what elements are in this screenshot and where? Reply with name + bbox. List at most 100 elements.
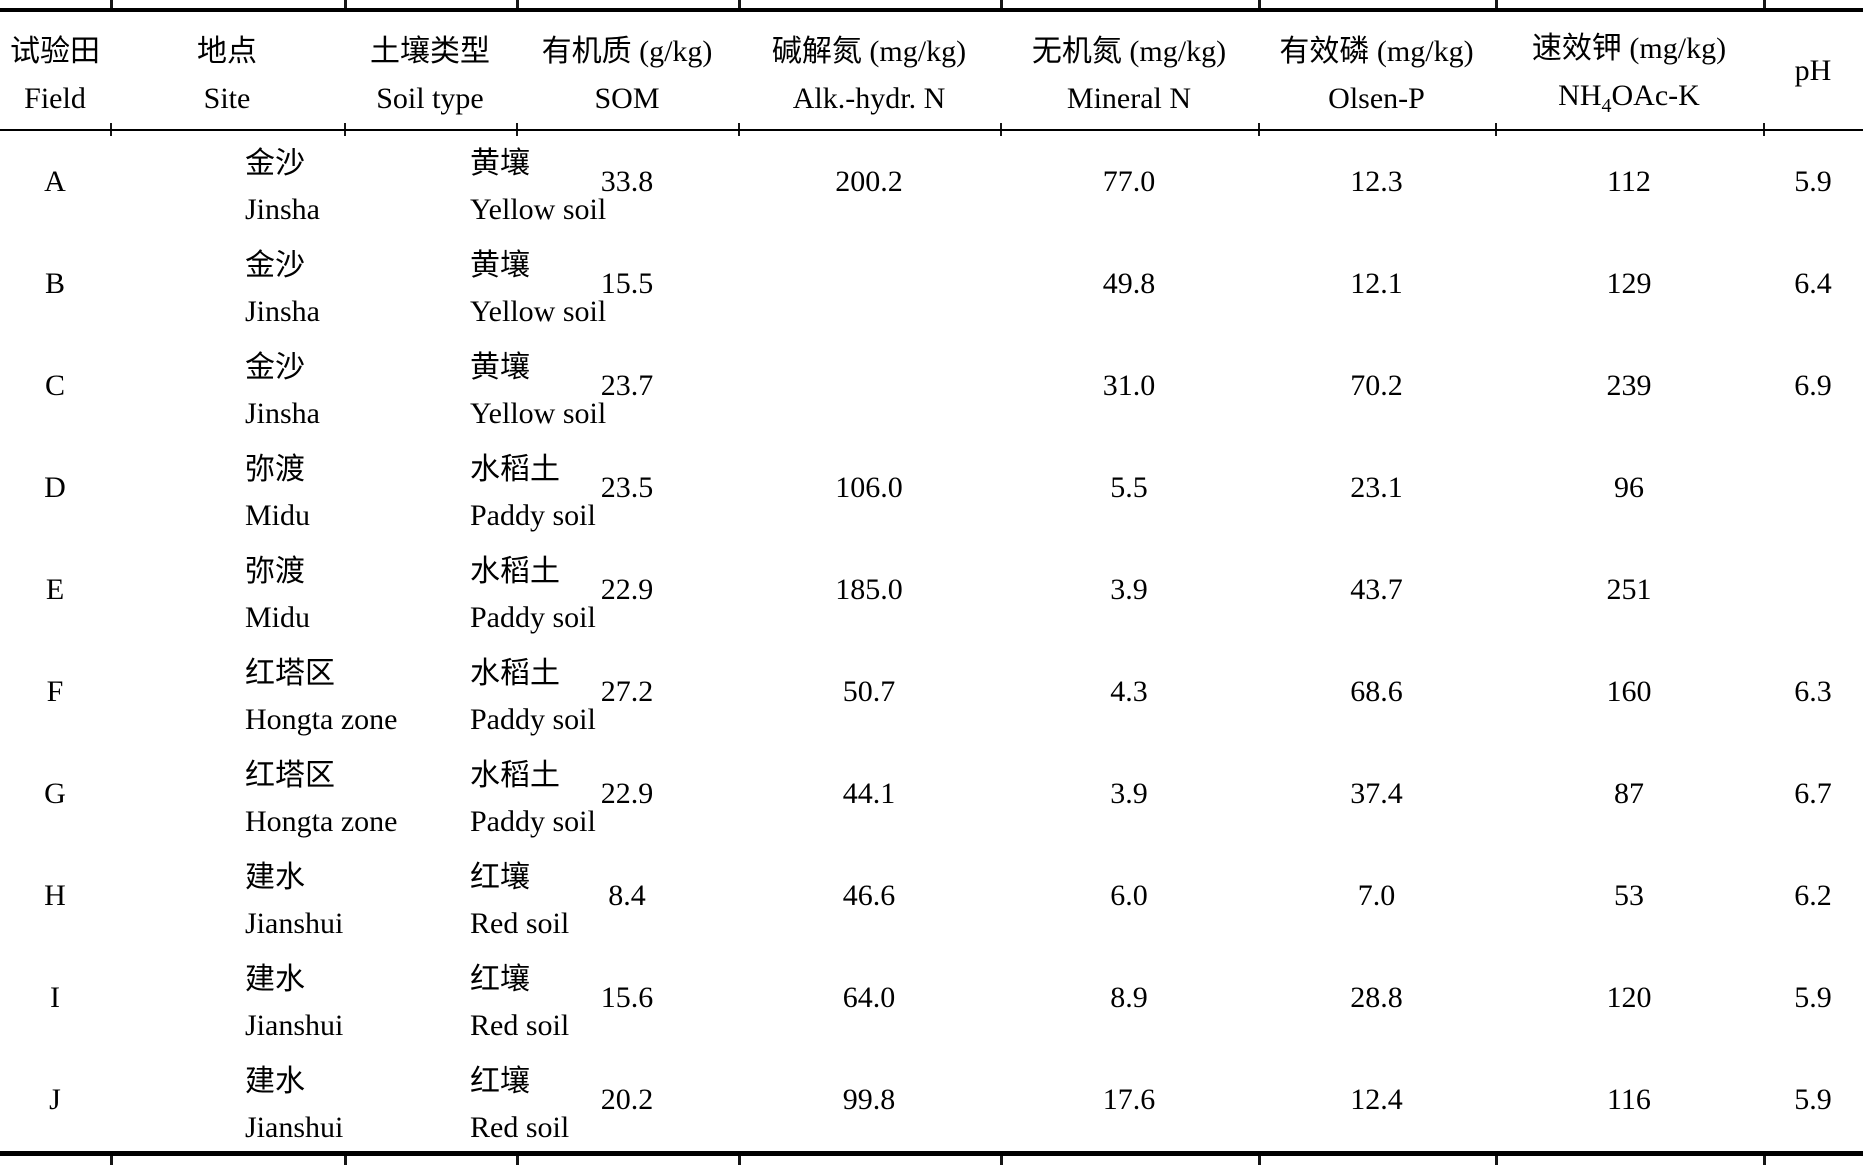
cell-field: G [44, 777, 66, 810]
header-k-en-subscript: 4 [1601, 95, 1612, 117]
table-row: I 建水 Jianshui 红壤 Red soil 15.6 64.0 8.9 … [0, 947, 1863, 1049]
column-boundary-tick [1000, 0, 1003, 9]
column-header-field: 试验田 Field [0, 10, 110, 131]
soil-zh: 黄壤 [470, 248, 530, 282]
cell-alk-n: 185.0 [835, 573, 903, 606]
cell-site: 金沙 Jinsha [110, 335, 344, 437]
table-row: G 红塔区 Hongta zone 水稻土 Paddy soil 22.9 44… [0, 743, 1863, 845]
site-en: Jinsha [245, 396, 320, 430]
cell-k: 96 [1614, 471, 1644, 504]
cell-som: 33.8 [600, 165, 654, 198]
cell-ph: 5.9 [1794, 981, 1832, 1014]
cell-field: B [44, 267, 65, 300]
soil-en: Paddy soil [470, 804, 596, 838]
cell-ph [1763, 437, 1863, 539]
header-soil-zh: 土壤类型 [370, 34, 490, 68]
table-row: H 建水 Jianshui 红壤 Red soil 8.4 46.6 6.0 7… [0, 845, 1863, 947]
header-mineral-n-zh: 无机氮 (mg/kg) [1031, 34, 1227, 68]
cell-site: 建水 Jianshui [110, 845, 344, 947]
table-row: A 金沙 Jinsha 黄壤 Yellow soil 33.8 200.2 77… [0, 130, 1863, 233]
site-zh: 建水 [245, 860, 305, 894]
header-row: 试验田 Field 地点 Site 土壤类型 Soil type 有机质 (g/… [0, 10, 1863, 131]
cell-site: 金沙 Jinsha [110, 233, 344, 335]
column-boundary-tick [1258, 1156, 1261, 1165]
cell-alk-n [738, 233, 1000, 335]
cell-site: 建水 Jianshui [110, 1049, 344, 1154]
site-zh: 建水 [245, 962, 305, 996]
cell-ph: 6.2 [1794, 879, 1832, 912]
cell-som: 22.9 [600, 777, 654, 810]
cell-k: 239 [1606, 369, 1652, 402]
cell-field: F [46, 675, 64, 708]
cell-ph: 5.9 [1794, 1083, 1832, 1116]
column-boundary-tick [1495, 0, 1498, 9]
header-alk-n-en: Alk.-hydr. N [792, 81, 946, 115]
column-boundary-tick [516, 0, 519, 9]
cell-olsen-p: 68.6 [1350, 675, 1403, 708]
column-header-soil-type: 土壤类型 Soil type [344, 10, 516, 131]
cell-olsen-p: 12.3 [1350, 165, 1403, 198]
cell-k: 120 [1606, 981, 1652, 1014]
site-zh: 金沙 [245, 350, 305, 384]
cell-soil-type: 水稻土 Paddy soil [344, 437, 596, 539]
column-header-ph: pH [1763, 10, 1863, 131]
cell-alk-n: 64.0 [842, 981, 896, 1014]
cell-k: 116 [1607, 1083, 1651, 1116]
site-en: Midu [245, 600, 311, 634]
cell-mineral-n: 17.6 [1102, 1083, 1156, 1116]
cell-mineral-n: 4.3 [1110, 675, 1148, 708]
column-boundary-tick [1763, 0, 1766, 9]
header-field-en: Field [24, 81, 86, 115]
cell-alk-n: 46.6 [842, 879, 896, 912]
cell-field: E [45, 573, 65, 606]
cell-k: 160 [1606, 675, 1652, 708]
cell-soil-type: 红壤 Red soil [344, 947, 569, 1049]
column-header-mineral-n: 无机氮 (mg/kg) Mineral N [1000, 10, 1258, 131]
header-k-en: NH4OAc-K [1495, 79, 1763, 118]
cell-soil-type: 黄壤 Yellow soil [344, 233, 607, 335]
soil-en: Yellow soil [470, 396, 607, 430]
cell-alk-n: 44.1 [842, 777, 896, 810]
cell-olsen-p: 7.0 [1357, 879, 1396, 912]
column-boundary-tick [1258, 0, 1261, 9]
soil-en: Yellow soil [470, 294, 607, 328]
cell-soil-type: 黄壤 Yellow soil [344, 130, 607, 233]
cell-mineral-n: 49.8 [1102, 267, 1156, 300]
header-som-zh: 有机质 (g/kg) [541, 34, 713, 68]
cell-field: H [44, 879, 66, 912]
cell-olsen-p: 12.4 [1350, 1083, 1403, 1116]
table-row: B 金沙 Jinsha 黄壤 Yellow soil 15.5 49.8 12.… [0, 233, 1863, 335]
soil-properties-table: 试验田 Field 地点 Site 土壤类型 Soil type 有机质 (g/… [0, 8, 1863, 1156]
soil-zh: 水稻土 [470, 554, 560, 588]
cell-som: 20.2 [600, 1083, 654, 1116]
site-zh: 金沙 [245, 146, 305, 180]
header-mineral-n-en: Mineral N [1066, 81, 1192, 115]
header-soil-en: Soil type [376, 81, 484, 115]
cell-soil-type: 黄壤 Yellow soil [344, 335, 607, 437]
cell-k: 53 [1614, 879, 1644, 912]
column-boundary-tick [344, 0, 347, 9]
cell-ph: 6.4 [1794, 267, 1832, 300]
header-site-zh: 地点 [197, 34, 257, 68]
site-zh: 金沙 [245, 248, 305, 282]
cell-field: A [44, 165, 66, 198]
column-header-som: 有机质 (g/kg) SOM [516, 10, 738, 131]
soil-en: Red soil [470, 906, 570, 940]
column-header-olsen-p: 有效磷 (mg/kg) Olsen-P [1258, 10, 1495, 131]
cell-k: 87 [1614, 777, 1644, 810]
site-zh: 弥渡 [245, 554, 305, 588]
column-boundary-tick [1495, 1156, 1498, 1165]
cell-site: 红塔区 Hongta zone [110, 641, 398, 743]
cell-som: 27.2 [600, 675, 654, 708]
soil-en: Yellow soil [470, 192, 607, 226]
site-en: Hongta zone [245, 804, 398, 838]
cell-mineral-n: 31.0 [1102, 369, 1156, 402]
column-boundary-tick [110, 0, 113, 9]
site-en: Hongta zone [245, 702, 398, 736]
cell-alk-n: 200.2 [835, 165, 903, 198]
cell-site: 红塔区 Hongta zone [110, 743, 398, 845]
soil-zh: 黄壤 [470, 350, 530, 384]
header-ph-en: pH [1794, 53, 1832, 87]
cell-k: 251 [1606, 573, 1652, 606]
